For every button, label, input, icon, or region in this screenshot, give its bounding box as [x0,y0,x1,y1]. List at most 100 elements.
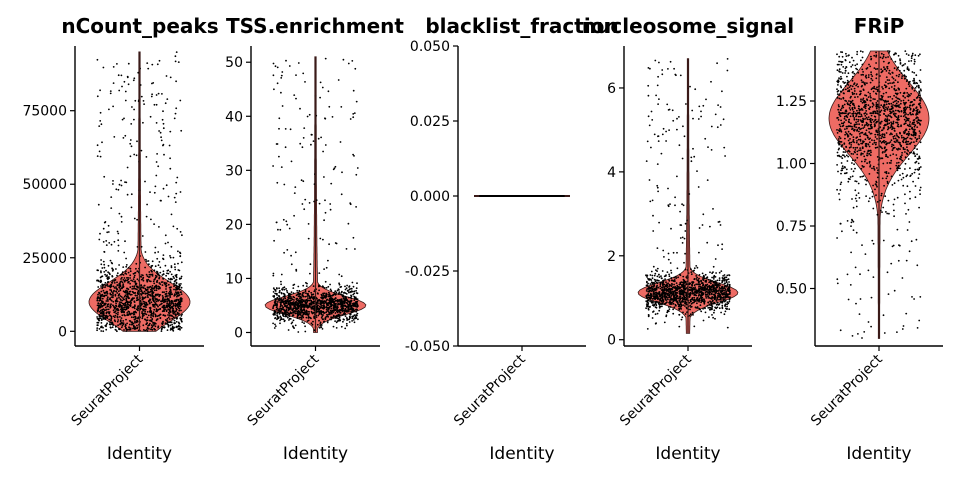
data-point [558,195,561,197]
data-point [142,300,145,303]
data-point [287,303,290,306]
data-point [114,326,117,328]
data-point [173,196,176,199]
data-point [99,306,102,309]
data-point [309,296,312,299]
data-point [317,314,320,317]
data-point [322,238,324,241]
data-point [127,296,129,299]
data-point [303,127,306,129]
data-point [133,217,136,220]
data-point [684,305,686,307]
data-point [654,272,657,275]
data-point [335,317,338,319]
data-point [146,327,149,330]
panel-title: nucleosome_signal [582,14,794,38]
data-point [97,319,100,321]
data-point [312,320,314,323]
data-point [124,327,127,330]
data-point [301,314,303,317]
data-point [320,300,323,303]
data-point [698,274,701,276]
data-point [124,134,127,137]
data-point [105,275,108,277]
data-point [168,318,171,320]
data-point [305,285,308,287]
data-point [112,309,115,312]
data-point [165,274,168,277]
data-point [132,327,134,330]
data-point [655,269,657,271]
data-point [675,282,678,284]
data-point [143,314,145,317]
data-point [290,299,293,301]
data-point [344,307,347,310]
data-point [321,302,323,305]
data-point [150,95,153,98]
data-point [165,323,168,325]
data-point [154,299,157,301]
data-point [166,272,168,275]
data-point [120,274,122,276]
data-point [164,102,167,105]
data-point [119,289,122,292]
data-point [107,300,109,302]
y-tick-label: 4 [607,165,616,181]
data-point [174,60,177,63]
data-point [97,293,99,296]
data-point [340,298,343,300]
data-point [111,280,114,282]
data-point [274,317,276,320]
data-point [696,292,699,294]
data-point [169,329,172,331]
data-point [292,303,295,306]
data-point [670,285,673,288]
data-point [130,298,133,300]
data-point [329,283,331,286]
data-point [352,236,355,239]
data-point [700,115,702,118]
data-point [287,329,290,331]
data-point [145,258,147,261]
y-tick-label: 20 [225,217,243,233]
data-point [676,289,678,292]
data-point [107,224,110,227]
data-point [351,281,354,284]
data-point [334,317,337,319]
data-point [657,135,660,138]
data-point [290,307,292,310]
data-point [319,237,322,240]
data-point [146,319,149,321]
data-point [165,290,168,293]
data-point [344,288,347,291]
data-point [524,195,527,197]
data-point [129,142,132,145]
data-point [283,319,286,322]
data-point [151,318,154,320]
data-point [272,74,275,77]
data-point [144,296,147,299]
data-point [99,295,102,298]
data-point [357,318,359,321]
data-point [274,313,276,316]
data-point [99,120,102,122]
data-point [310,301,313,303]
data-point [121,299,124,302]
data-point [106,296,109,299]
data-point [648,124,651,127]
data-point [344,285,346,288]
data-point [709,279,712,282]
data-point [137,71,140,74]
data-point [339,309,342,312]
data-point [119,319,122,322]
data-point [158,276,161,279]
y-tick-label: 0.000 [410,189,450,205]
data-point [143,103,146,105]
data-point [704,273,707,276]
data-point [717,244,719,247]
data-point [356,303,359,305]
data-point [649,305,651,308]
y-tick-label: -0.050 [405,339,450,355]
data-point [345,248,348,250]
data-point [329,295,332,298]
